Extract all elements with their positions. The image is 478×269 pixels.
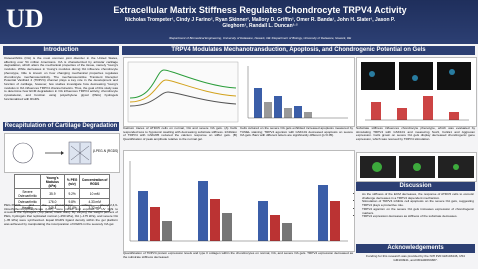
section-heading: Introduction <box>3 46 119 55</box>
table-cell: 9.2% <box>63 188 81 200</box>
title: Extracellular Matrix Stiffness Regulates… <box>113 5 407 15</box>
paragraph: PEG-RGDS and the photoinitiator, Lithium… <box>4 203 118 226</box>
column-header: Young's Modulus (kPa) <box>39 173 65 190</box>
table-cell: 3.32 mM <box>79 204 110 212</box>
figure-art <box>129 161 348 242</box>
section-heading: Acknowledgements <box>356 244 475 253</box>
bullet: TRPV4 expression decreases as stiffness … <box>362 215 474 219</box>
table-cell: 10 mM <box>79 188 110 200</box>
table-cell: Severe Osteoarthritic <box>14 188 41 200</box>
caption: Cells cultured on the severe OA gels exh… <box>240 126 353 138</box>
section-heading: Recapitulation of Cartilage Degradation <box>3 122 119 131</box>
caption: Calcium traces of ATDC5 cells on normal,… <box>123 126 237 142</box>
figure-art <box>361 62 471 121</box>
paragraph: Funding for this research was provided b… <box>366 254 465 262</box>
figure-art <box>360 156 474 178</box>
figure <box>123 57 355 127</box>
bullet: As the stiffness of the ECM decreases, t… <box>362 192 474 200</box>
column-header <box>14 173 41 190</box>
figure-art <box>127 61 348 123</box>
data-table: Young's Modulus (kPa)% PEG (w/v) Concentr… <box>14 173 110 212</box>
caption: Quantification of TRPV4 protein expressi… <box>123 251 353 259</box>
figure <box>356 152 477 182</box>
table-cell: 35.9 <box>39 188 65 200</box>
table-row: Healthy 249.4 10.4% 3.32 mM <box>14 204 110 212</box>
bullet: TRPV4 agonism on the severe OA gels incr… <box>362 207 474 215</box>
authors: Nicholas Trompeter¹, Cindy J Farino², Ry… <box>125 17 395 29</box>
affiliations: ¹Department of Biomedical Engineering, U… <box>168 36 352 40</box>
diagram-art <box>12 141 92 165</box>
bullet: Stimulation of TRPV4 inhibits cell apopt… <box>362 199 474 207</box>
bullet-list: As the stiffness of the ECM decreases, t… <box>357 192 474 219</box>
section-heading: TRPV4 Modulates Mechanotransduction, Apo… <box>122 46 475 55</box>
section-heading: Discussion <box>356 182 475 191</box>
column-header: % PEG (w/v) <box>63 173 81 190</box>
diagram: β-PEG-N (RGDS) <box>4 133 120 173</box>
figure <box>123 150 355 252</box>
table-cell: 10.4% <box>63 204 81 212</box>
column-header: Concentration of RGDS <box>79 173 110 190</box>
header: UD Extracellular Matrix Stiffness Regula… <box>0 0 478 44</box>
figure <box>356 57 477 127</box>
table-header: Young's Modulus (kPa)% PEG (w/v) Concentr… <box>14 173 110 190</box>
caption: Substrate stiffness influences chondrocy… <box>356 126 475 142</box>
logo: UD <box>6 4 44 33</box>
diagram-label: β-PEG-N (RGDS) <box>93 149 119 153</box>
paragraph: Osteoarthritis (OA) is the most common j… <box>4 56 118 101</box>
table-row: Severe Osteoarthritic 35.9 9.2% 10 mM <box>14 188 110 200</box>
